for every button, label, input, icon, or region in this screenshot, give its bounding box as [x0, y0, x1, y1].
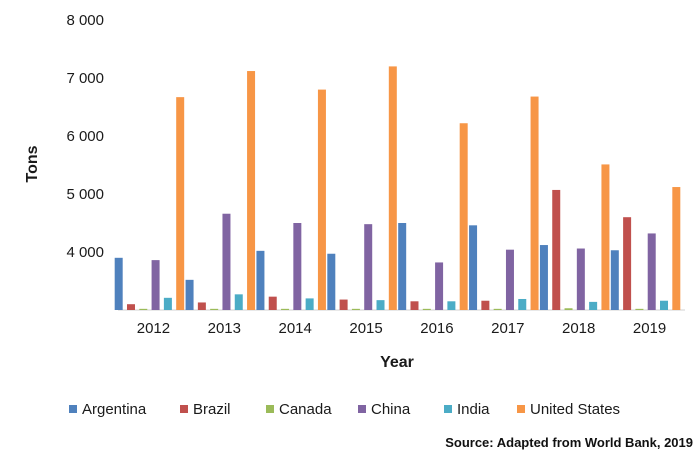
x-tick-label: 2018	[562, 320, 595, 337]
bar-argentina-2016	[398, 223, 407, 310]
bar-argentina-2013	[185, 279, 194, 310]
bar-argentina-2012	[114, 257, 123, 310]
bar-india-2013	[234, 294, 243, 310]
legend-swatch	[358, 405, 366, 413]
legend-swatch	[517, 405, 525, 413]
bar-china-2016	[435, 262, 444, 310]
bar-brazil-2015	[339, 299, 348, 310]
bar-india-2018	[589, 301, 598, 310]
bar-argentina-2015	[327, 253, 336, 310]
bar-brazil-2018	[552, 189, 561, 310]
bar-china-2013	[222, 213, 231, 310]
bar-china-2012	[151, 260, 160, 310]
bar-china-2014	[293, 223, 302, 310]
x-tick-label: 2015	[349, 320, 382, 337]
bar-argentina-2018	[539, 245, 548, 310]
legend-swatch	[180, 405, 188, 413]
legend-swatch	[444, 405, 452, 413]
bar-united-states-2015	[388, 66, 397, 311]
bar-canada-2012	[139, 308, 148, 310]
bar-brazil-2013	[197, 302, 206, 310]
bar-india-2015	[376, 300, 385, 310]
bar-india-2016	[447, 301, 456, 310]
bar-united-states-2018	[601, 164, 610, 310]
bar-canada-2013	[210, 308, 219, 310]
bar-united-states-2016	[459, 123, 468, 311]
x-axis-ticks: 2012 2013 2014 2015 2016 2017 2018 2019	[137, 320, 667, 337]
x-axis-label: Year	[380, 354, 414, 371]
bar-brazil-2017	[481, 300, 490, 310]
bar-india-2017	[518, 298, 527, 310]
x-tick-label: 2013	[208, 320, 241, 337]
bar-canada-2016	[422, 308, 431, 310]
bar-canada-2019	[635, 308, 644, 310]
legend-swatch	[266, 405, 274, 413]
legend-label: United States	[530, 401, 620, 418]
y-axis-ticks: 4 000 5 000 6 000 7 000 8 000	[66, 12, 104, 261]
bar-canada-2015	[351, 308, 360, 310]
bar-brazil-2019	[623, 217, 632, 310]
bar-china-2017	[505, 249, 514, 310]
bar-china-2019	[647, 233, 656, 310]
y-tick-label: 4 000	[66, 244, 104, 261]
x-tick-label: 2014	[279, 320, 312, 337]
legend-label: Canada	[279, 401, 332, 418]
bar-united-states-2012	[176, 97, 185, 310]
bar-india-2014	[305, 298, 314, 310]
bar-canada-2017	[493, 308, 502, 310]
bar-united-states-2019	[672, 187, 681, 310]
bar-united-states-2017	[530, 96, 539, 310]
bar-united-states-2013	[247, 71, 256, 310]
bar-argentina-2019	[610, 250, 619, 310]
bar-india-2019	[660, 300, 669, 310]
bar-china-2015	[364, 224, 373, 310]
x-tick-label: 2012	[137, 320, 170, 337]
bar-brazil-2014	[268, 296, 277, 310]
bar-india-2012	[163, 297, 172, 310]
x-tick-label: 2017	[491, 320, 524, 337]
bar-united-states-2014	[317, 89, 326, 310]
y-tick-label: 6 000	[66, 128, 104, 145]
bar-canada-2014	[281, 308, 290, 310]
bar-brazil-2016	[410, 301, 419, 310]
y-tick-label: 8 000	[66, 12, 104, 29]
bars	[114, 66, 681, 311]
source-note: Source: Adapted from World Bank, 2019	[445, 435, 693, 450]
x-tick-label: 2019	[633, 320, 666, 337]
legend-label: China	[371, 401, 411, 418]
legend-label: Brazil	[193, 401, 231, 418]
bar-argentina-2014	[256, 250, 265, 310]
y-tick-label: 5 000	[66, 186, 104, 203]
legend-label: Argentina	[82, 401, 147, 418]
bar-argentina-2017	[469, 225, 478, 310]
x-tick-label: 2016	[420, 320, 453, 337]
y-tick-label: 7 000	[66, 70, 104, 87]
legend: Argentina Brazil Canada China India United St…	[69, 401, 620, 418]
legend-swatch	[69, 405, 77, 413]
bar-canada-2018	[564, 308, 573, 310]
y-axis-label: Tons	[24, 145, 41, 182]
legend-label: India	[457, 401, 490, 418]
bar-china-2018	[576, 248, 585, 310]
bar-brazil-2012	[126, 304, 135, 310]
